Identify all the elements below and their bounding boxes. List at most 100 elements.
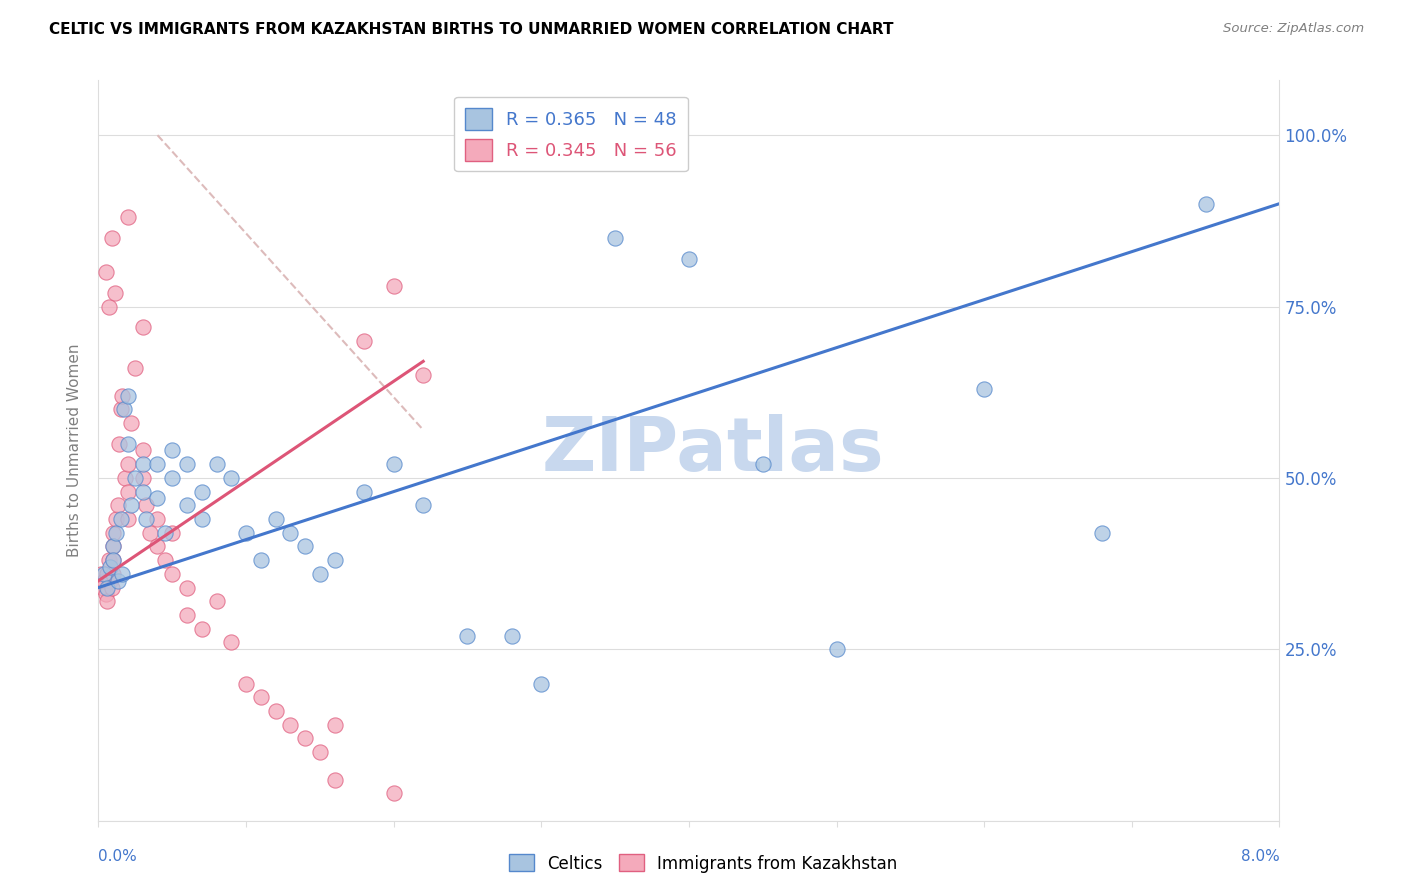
- Point: [146, 512, 169, 526]
- Point: [382, 786, 405, 800]
- Point: [235, 676, 257, 690]
- Point: [132, 443, 155, 458]
- Point: [117, 512, 139, 526]
- Point: [280, 717, 302, 731]
- Point: [98, 560, 121, 574]
- Point: [221, 471, 243, 485]
- Point: [94, 587, 117, 601]
- Point: [100, 581, 122, 595]
- Point: [93, 566, 115, 581]
- Point: [162, 443, 183, 458]
- Point: [96, 594, 118, 608]
- Point: [117, 211, 139, 225]
- Point: [124, 471, 146, 485]
- Point: [530, 676, 553, 690]
- Point: [105, 525, 128, 540]
- Point: [110, 512, 132, 526]
- Legend: Celtics, Immigrants from Kazakhstan: Celtics, Immigrants from Kazakhstan: [502, 847, 904, 880]
- Point: [264, 704, 287, 718]
- Point: [457, 628, 479, 642]
- Point: [112, 402, 135, 417]
- Text: Source: ZipAtlas.com: Source: ZipAtlas.com: [1223, 22, 1364, 36]
- Point: [752, 457, 775, 471]
- Point: [353, 334, 375, 348]
- Point: [93, 574, 115, 588]
- Point: [294, 731, 316, 746]
- Point: [104, 285, 127, 300]
- Point: [309, 566, 332, 581]
- Text: 0.0%: 0.0%: [98, 849, 138, 864]
- Point: [191, 512, 214, 526]
- Point: [97, 300, 120, 314]
- Point: [103, 540, 125, 554]
- Point: [162, 471, 183, 485]
- Point: [205, 594, 228, 608]
- Point: [117, 389, 139, 403]
- Point: [103, 553, 125, 567]
- Text: ZIPatlas: ZIPatlas: [541, 414, 884, 487]
- Point: [107, 574, 129, 588]
- Point: [132, 484, 155, 499]
- Point: [191, 484, 214, 499]
- Point: [114, 471, 136, 485]
- Point: [1091, 525, 1114, 540]
- Point: [124, 361, 146, 376]
- Point: [103, 553, 125, 567]
- Point: [235, 525, 257, 540]
- Point: [146, 457, 169, 471]
- Point: [103, 540, 125, 554]
- Point: [146, 491, 169, 506]
- Point: [323, 772, 346, 787]
- Point: [98, 574, 121, 588]
- Point: [107, 498, 129, 512]
- Point: [97, 553, 120, 567]
- Point: [605, 231, 627, 245]
- Point: [412, 498, 434, 512]
- Point: [96, 566, 118, 581]
- Point: [264, 512, 287, 526]
- Point: [103, 525, 125, 540]
- Point: [323, 717, 346, 731]
- Point: [176, 607, 198, 622]
- Point: [205, 457, 228, 471]
- Point: [111, 566, 134, 581]
- Point: [117, 436, 139, 450]
- Point: [191, 622, 214, 636]
- Point: [323, 553, 346, 567]
- Point: [250, 553, 273, 567]
- Point: [221, 635, 243, 649]
- Point: [412, 368, 434, 382]
- Point: [153, 525, 176, 540]
- Point: [382, 457, 405, 471]
- Point: [135, 512, 157, 526]
- Point: [100, 231, 122, 245]
- Point: [135, 498, 157, 512]
- Point: [146, 540, 169, 554]
- Point: [153, 553, 176, 567]
- Point: [176, 498, 198, 512]
- Point: [110, 402, 132, 417]
- Point: [162, 566, 183, 581]
- Point: [96, 581, 118, 595]
- Point: [382, 279, 405, 293]
- Point: [94, 265, 117, 279]
- Point: [105, 512, 128, 526]
- Point: [973, 382, 995, 396]
- Point: [132, 320, 155, 334]
- Point: [90, 566, 112, 581]
- Point: [132, 457, 155, 471]
- Point: [117, 457, 139, 471]
- Point: [120, 498, 142, 512]
- Point: [678, 252, 700, 266]
- Text: 8.0%: 8.0%: [1240, 849, 1279, 864]
- Point: [825, 642, 848, 657]
- Point: [280, 525, 302, 540]
- Legend: R = 0.365   N = 48, R = 0.345   N = 56: R = 0.365 N = 48, R = 0.345 N = 56: [454, 96, 688, 171]
- Point: [132, 471, 155, 485]
- Point: [111, 389, 134, 403]
- Point: [108, 436, 131, 450]
- Point: [294, 540, 316, 554]
- Point: [250, 690, 273, 705]
- Point: [120, 416, 142, 430]
- Point: [91, 581, 114, 595]
